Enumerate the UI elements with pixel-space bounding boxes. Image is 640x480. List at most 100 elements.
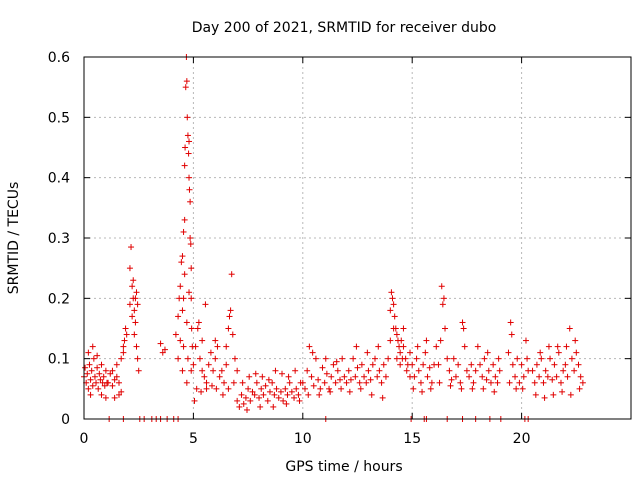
data-point xyxy=(193,385,200,392)
data-point xyxy=(566,325,573,332)
data-point xyxy=(240,400,247,407)
data-point xyxy=(369,361,376,368)
data-point xyxy=(393,355,400,362)
data-point xyxy=(188,367,195,374)
data-point xyxy=(468,361,475,368)
data-point xyxy=(551,361,558,368)
data-point xyxy=(275,394,282,401)
data-point xyxy=(118,388,125,395)
data-point xyxy=(236,403,243,410)
data-point xyxy=(178,259,185,266)
data-point xyxy=(179,253,186,260)
data-point xyxy=(422,349,429,356)
data-point xyxy=(417,379,424,386)
data-point xyxy=(288,388,295,395)
data-point xyxy=(506,379,513,386)
data-point xyxy=(157,340,164,347)
data-point xyxy=(134,301,141,308)
x-axis-label: GPS time / hours xyxy=(285,459,402,475)
data-point xyxy=(365,367,372,374)
data-point xyxy=(428,379,435,386)
data-point xyxy=(216,373,223,380)
data-point xyxy=(184,114,191,121)
data-point xyxy=(304,367,311,374)
data-point xyxy=(481,355,488,362)
data-point xyxy=(333,358,340,365)
data-point xyxy=(109,382,116,389)
data-point xyxy=(87,391,94,398)
data-point xyxy=(172,331,179,338)
data-point xyxy=(100,373,107,380)
data-point xyxy=(185,150,192,157)
data-point xyxy=(367,376,374,383)
data-point xyxy=(227,307,234,314)
data-point xyxy=(94,364,101,371)
data-point xyxy=(186,138,193,145)
data-point xyxy=(470,379,477,386)
data-point xyxy=(262,382,269,389)
data-point xyxy=(472,367,479,374)
data-point xyxy=(490,361,497,368)
data-point xyxy=(291,394,298,401)
data-point xyxy=(253,379,260,386)
data-point xyxy=(256,394,263,401)
data-point xyxy=(225,385,232,392)
data-point xyxy=(496,367,503,374)
data-point xyxy=(195,319,202,326)
data-point xyxy=(542,367,549,374)
data-point xyxy=(283,400,290,407)
data-point xyxy=(84,370,91,377)
data-point xyxy=(444,355,451,362)
data-point xyxy=(249,388,256,395)
grid-layer xyxy=(84,57,631,419)
data-point xyxy=(205,361,212,368)
data-point xyxy=(234,397,241,404)
data-point xyxy=(520,373,527,380)
data-point xyxy=(400,343,407,350)
data-point xyxy=(269,379,276,386)
data-point xyxy=(547,355,554,362)
data-point xyxy=(88,367,95,374)
data-point xyxy=(411,373,418,380)
data-point xyxy=(186,289,193,296)
data-point xyxy=(368,391,375,398)
data-point xyxy=(413,355,420,362)
data-point xyxy=(507,319,514,326)
data-point xyxy=(529,367,536,374)
data-point xyxy=(299,379,306,386)
data-point xyxy=(177,283,184,290)
data-point xyxy=(86,361,93,368)
data-point xyxy=(514,355,521,362)
data-point xyxy=(375,343,382,350)
data-point xyxy=(258,385,265,392)
data-point xyxy=(218,367,225,374)
data-point xyxy=(568,355,575,362)
data-point xyxy=(336,376,343,383)
data-point xyxy=(107,370,114,377)
data-point xyxy=(423,337,430,344)
data-point xyxy=(508,331,515,338)
data-point xyxy=(101,382,108,389)
data-point xyxy=(402,355,409,362)
data-point xyxy=(332,379,339,386)
data-point xyxy=(458,385,465,392)
x-tick-label: 20 xyxy=(513,431,531,447)
data-point xyxy=(328,373,335,380)
data-point xyxy=(474,343,481,350)
data-point xyxy=(85,349,92,356)
data-point xyxy=(512,373,519,380)
data-point xyxy=(212,355,219,362)
data-point xyxy=(564,373,571,380)
data-point xyxy=(96,370,103,377)
data-point xyxy=(380,361,387,368)
data-point xyxy=(414,343,421,350)
data-point xyxy=(208,382,215,389)
data-point xyxy=(97,376,104,383)
data-point xyxy=(111,376,118,383)
data-point xyxy=(317,385,324,392)
y-tick-label: 0 xyxy=(61,412,70,428)
data-point xyxy=(285,373,292,380)
data-point xyxy=(484,349,491,356)
data-point xyxy=(388,289,395,296)
data-point xyxy=(280,397,287,404)
